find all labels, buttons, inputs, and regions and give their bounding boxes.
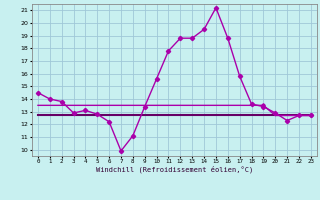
X-axis label: Windchill (Refroidissement éolien,°C): Windchill (Refroidissement éolien,°C) bbox=[96, 165, 253, 173]
